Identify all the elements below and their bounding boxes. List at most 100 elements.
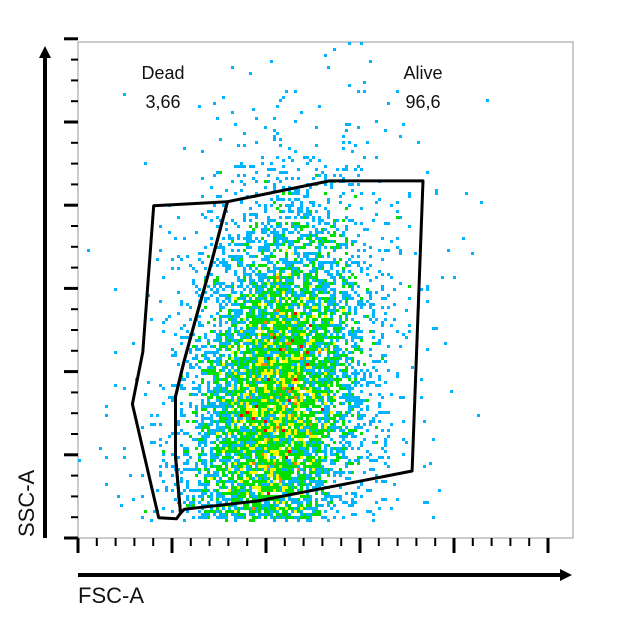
- event-dot: [315, 423, 318, 426]
- event-dot: [180, 444, 183, 447]
- event-dot: [234, 504, 237, 507]
- event-dot: [285, 405, 288, 408]
- event-dot: [300, 246, 303, 249]
- event-dot: [165, 489, 168, 492]
- event-dot: [330, 507, 333, 510]
- event-dot: [279, 486, 282, 489]
- event-dot: [420, 378, 423, 381]
- event-dot: [276, 435, 279, 438]
- event-dot: [306, 465, 309, 468]
- event-dot: [291, 417, 294, 420]
- event-dot: [327, 261, 330, 264]
- event-dot: [243, 408, 246, 411]
- event-dot: [306, 456, 309, 459]
- event-dot: [279, 489, 282, 492]
- event-dot: [201, 462, 204, 465]
- event-dot: [297, 504, 300, 507]
- event-dot: [270, 321, 273, 324]
- event-dot: [303, 402, 306, 405]
- event-dot: [339, 273, 342, 276]
- event-dot: [297, 360, 300, 363]
- event-dot: [165, 486, 168, 489]
- event-dot: [288, 354, 291, 357]
- event-dot: [252, 495, 255, 498]
- event-dot: [168, 396, 171, 399]
- event-dot: [261, 495, 264, 498]
- event-dot: [270, 285, 273, 288]
- event-dot: [228, 444, 231, 447]
- event-dot: [216, 501, 219, 504]
- event-dot: [360, 351, 363, 354]
- event-dot: [387, 306, 390, 309]
- event-dot: [264, 459, 267, 462]
- event-dot: [141, 426, 144, 429]
- event-dot: [336, 309, 339, 312]
- event-dot: [297, 363, 300, 366]
- event-dot: [279, 330, 282, 333]
- event-dot: [246, 336, 249, 339]
- event-dot: [279, 378, 282, 381]
- event-dot: [321, 324, 324, 327]
- event-dot: [246, 429, 249, 432]
- event-dot: [258, 363, 261, 366]
- event-dot: [225, 264, 228, 267]
- event-dot: [369, 306, 372, 309]
- event-dot: [198, 489, 201, 492]
- event-dot: [264, 243, 267, 246]
- event-dot: [345, 282, 348, 285]
- event-dot: [312, 330, 315, 333]
- event-dot: [297, 456, 300, 459]
- event-dot: [291, 369, 294, 372]
- event-dot: [246, 330, 249, 333]
- event-dot: [381, 324, 384, 327]
- event-dot: [294, 294, 297, 297]
- event-dot: [267, 375, 270, 378]
- event-dot: [264, 204, 267, 207]
- event-dot: [270, 441, 273, 444]
- gate-layer: [130, 179, 425, 521]
- event-dot: [327, 198, 330, 201]
- event-dot: [255, 477, 258, 480]
- event-dot: [264, 432, 267, 435]
- event-dot: [375, 414, 378, 417]
- event-dot: [207, 372, 210, 375]
- event-dot: [291, 393, 294, 396]
- event-dot: [369, 489, 372, 492]
- event-dot: [324, 345, 327, 348]
- event-dot: [303, 303, 306, 306]
- event-dot: [282, 414, 285, 417]
- event-dot: [207, 426, 210, 429]
- event-dot: [288, 321, 291, 324]
- event-dot: [312, 390, 315, 393]
- event-dot: [231, 414, 234, 417]
- event-dot: [378, 405, 381, 408]
- event-dot: [279, 300, 282, 303]
- event-dot: [225, 297, 228, 300]
- event-dot: [252, 384, 255, 387]
- event-dot: [297, 375, 300, 378]
- event-dot: [246, 393, 249, 396]
- event-dot: [225, 285, 228, 288]
- event-dot: [330, 396, 333, 399]
- event-dot: [213, 291, 216, 294]
- event-dot: [321, 399, 324, 402]
- event-dot: [264, 246, 267, 249]
- event-dot: [363, 156, 366, 159]
- event-dot: [249, 213, 252, 216]
- event-dot: [309, 423, 312, 426]
- event-dot: [363, 423, 366, 426]
- event-dot: [297, 474, 300, 477]
- event-dot: [351, 513, 354, 516]
- event-dot: [186, 420, 189, 423]
- event-dot: [258, 204, 261, 207]
- event-dot: [285, 294, 288, 297]
- event-dot: [183, 432, 186, 435]
- event-dot: [231, 336, 234, 339]
- event-dot: [228, 357, 231, 360]
- event-dot: [306, 207, 309, 210]
- event-dot: [279, 336, 282, 339]
- event-dot: [354, 372, 357, 375]
- event-dot: [357, 303, 360, 306]
- event-dot: [291, 489, 294, 492]
- event-dot: [285, 507, 288, 510]
